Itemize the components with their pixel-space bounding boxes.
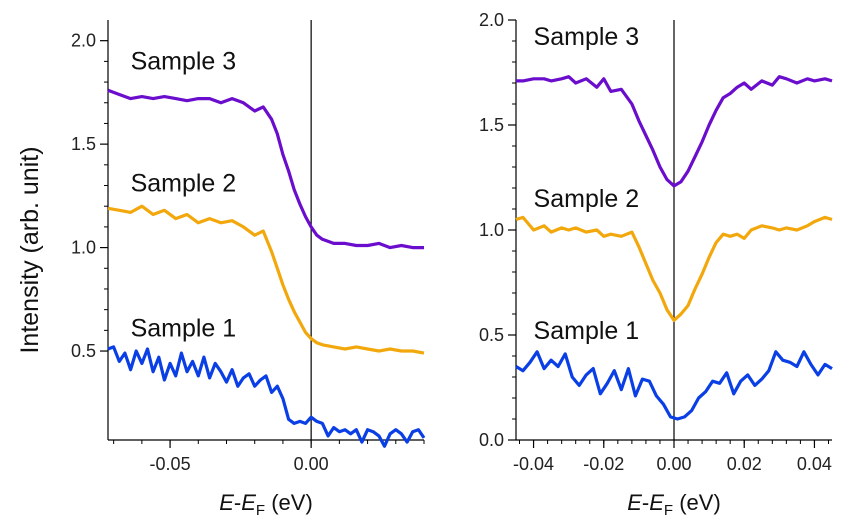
left-y-tick-label: 0.5 (71, 341, 96, 361)
right-x-tick-label: 0.04 (797, 454, 832, 474)
right-y-tick-label: 1.5 (479, 115, 504, 135)
right-panel: 0.0 0.5 1.0 1.5 2.0 -0.04 -0.02 0.00 0.02 0.04 Sam… (479, 10, 833, 519)
right-series-sample-3 (516, 75, 833, 188)
left-series-sample-2 (107, 204, 425, 355)
left-label-sample-3: Sample 3 (131, 48, 237, 76)
right-label-sample-1: Sample 1 (534, 317, 640, 345)
left-x-tick-label: 0.00 (294, 454, 329, 474)
right-x-axis-label: E-EF (eV) (627, 490, 721, 519)
left-series-sample-3 (107, 88, 424, 250)
left-y-tick-label: 2.0 (71, 31, 96, 51)
right-x-tick-label: 0.02 (727, 454, 762, 474)
right-y-tick-label: 1.0 (479, 220, 504, 240)
left-label-sample-1: Sample 1 (131, 315, 237, 343)
left-series-sample-1 (107, 345, 426, 448)
left-x-axis-label: E-EF (eV) (219, 490, 313, 519)
left-x-tick-label: -0.05 (150, 454, 191, 474)
right-y-tick-label: 0.5 (479, 325, 504, 345)
left-label-sample-2: Sample 2 (131, 170, 237, 198)
right-series-sample-1 (515, 350, 833, 421)
y-axis-label: Intensity (arb. unit) (16, 146, 44, 353)
right-series-sample-2 (515, 215, 833, 322)
right-label-sample-2: Sample 2 (534, 185, 640, 213)
right-x-tick-label: -0.04 (513, 454, 554, 474)
right-y-tick-label: 2.0 (479, 10, 504, 30)
left-y-tick-label: 1.0 (71, 238, 96, 258)
left-y-tick-label: 1.5 (71, 134, 96, 154)
left-panel: 0.5 1.0 1.5 2.0 -0.05 0.00 Sample 3 Sample 2 Sam… (71, 20, 426, 519)
right-label-sample-3: Sample 3 (534, 23, 640, 51)
right-x-tick-label: -0.02 (583, 454, 624, 474)
right-x-tick-label: 0.00 (656, 454, 691, 474)
right-y-tick-label: 0.0 (479, 430, 504, 450)
